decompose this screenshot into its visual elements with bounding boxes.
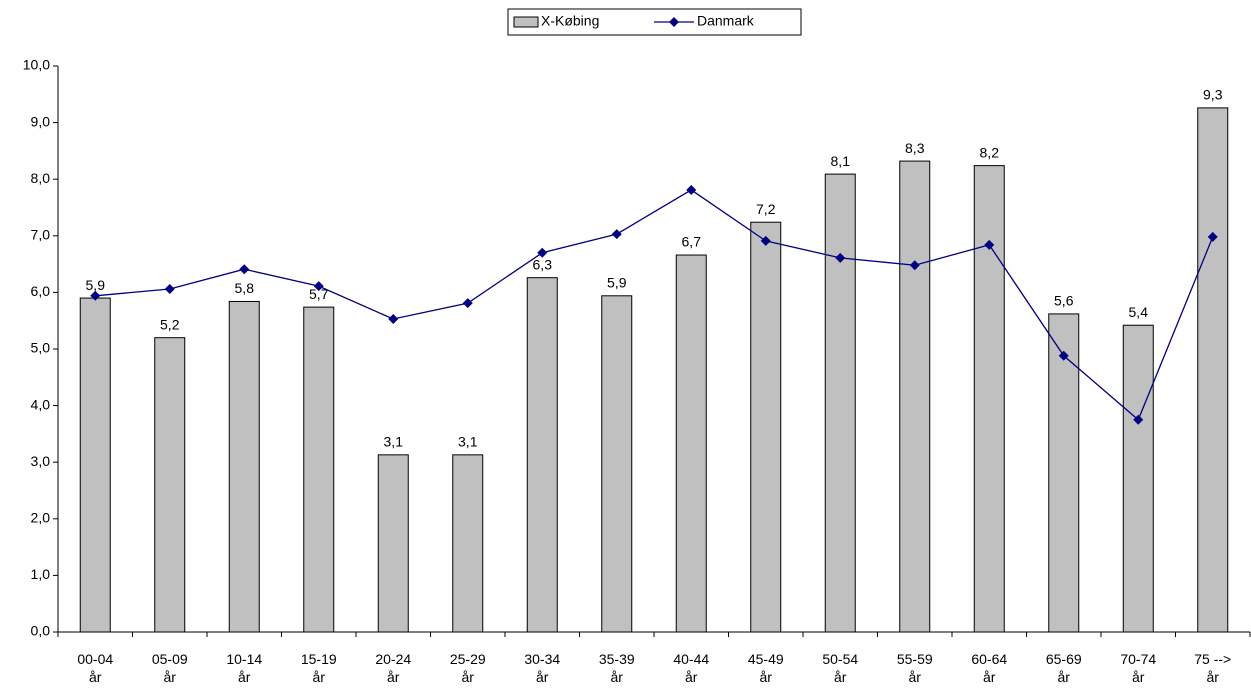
y-tick-label: 0,0 (31, 623, 51, 639)
value-label: 5,8 (235, 280, 255, 296)
bar (1122, 324, 1154, 633)
value-label: 8,2 (980, 144, 1000, 160)
marker (686, 184, 697, 195)
line (95, 189, 1214, 421)
bar (377, 454, 409, 633)
value-label: 5,7 (309, 286, 329, 302)
x-tick-label: 75 --> år (1194, 651, 1232, 685)
marker (909, 260, 920, 271)
y-tick-label: 9,0 (31, 113, 51, 129)
marker (462, 298, 473, 309)
value-label: 8,1 (831, 153, 851, 169)
value-label: 3,1 (384, 434, 404, 450)
bar (1048, 313, 1080, 633)
x-tick-label: 30-34 år (524, 651, 561, 685)
marker (164, 284, 175, 295)
y-tick-label: 6,0 (31, 283, 51, 299)
value-label: 5,2 (160, 316, 180, 332)
value-label: 6,7 (682, 234, 702, 250)
legend-marker (669, 17, 679, 27)
x-tick-label: 60-64 år (971, 651, 1008, 685)
bar (303, 306, 335, 633)
y-tick-label: 7,0 (31, 227, 51, 243)
y-tick-label: 3,0 (31, 453, 51, 469)
bar (526, 277, 558, 633)
marker (1058, 350, 1069, 361)
value-label: 7,2 (756, 201, 776, 217)
marker (537, 247, 548, 258)
y-tick-label: 4,0 (31, 396, 51, 412)
bar (1197, 107, 1229, 633)
y-tick-label: 8,0 (31, 170, 51, 186)
y-tick-label: 1,0 (31, 566, 51, 582)
x-tick-label: 10-14 år (226, 651, 263, 685)
marker (760, 235, 771, 246)
x-tick-label: 20-24 år (375, 651, 412, 685)
legend-swatch (513, 16, 539, 28)
x-tick-label: 25-29 år (449, 651, 486, 685)
x-tick-label: 55-59 år (896, 651, 933, 685)
marker (1207, 231, 1218, 242)
bar (824, 173, 856, 633)
bar (750, 221, 782, 633)
value-label: 5,4 (1129, 304, 1149, 320)
x-tick-label: 00-04 år (77, 651, 114, 685)
marker (611, 229, 622, 240)
legend-label: X-Købing (541, 13, 599, 29)
value-label: 8,3 (905, 140, 925, 156)
bar (973, 165, 1005, 633)
marker (388, 314, 399, 325)
x-tick-label: 50-54 år (822, 651, 859, 685)
value-label: 9,3 (1203, 87, 1223, 103)
y-tick-label: 2,0 (31, 510, 51, 526)
marker (90, 290, 101, 301)
value-label: 5,9 (86, 277, 106, 293)
y-tick-label: 10,0 (23, 57, 50, 73)
bar (79, 297, 111, 633)
x-tick-label: 45-49 år (747, 651, 784, 685)
legend-label: Danmark (697, 13, 755, 29)
x-tick-label: 70-74 år (1120, 651, 1157, 685)
marker (239, 264, 250, 275)
value-label: 5,9 (607, 274, 627, 290)
x-tick-label: 65-69 år (1045, 651, 1082, 685)
marker (984, 239, 995, 250)
value-label: 5,6 (1054, 293, 1074, 309)
marker (835, 252, 846, 263)
bar (601, 295, 633, 633)
y-tick-label: 5,0 (31, 340, 51, 356)
x-tick-label: 40-44 år (673, 651, 710, 685)
value-label: 6,3 (533, 256, 553, 272)
x-tick-label: 15-19 år (300, 651, 337, 685)
bar (154, 337, 186, 633)
marker (313, 281, 324, 292)
x-tick-label: 35-39 år (598, 651, 635, 685)
bar (899, 160, 931, 633)
value-label: 3,1 (458, 434, 478, 450)
bar (228, 300, 260, 633)
marker (1133, 414, 1144, 425)
x-tick-label: 05-09 år (151, 651, 188, 685)
bar (675, 254, 707, 633)
bar (452, 454, 484, 633)
